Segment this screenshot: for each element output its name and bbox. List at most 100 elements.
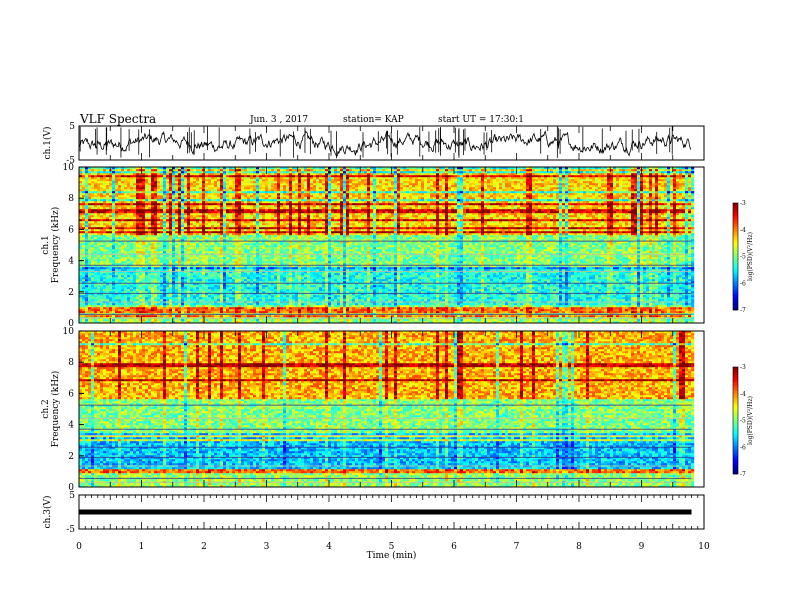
ch1-spectrogram-cell — [100, 255, 103, 257]
ch1-spectrogram-cell — [118, 211, 121, 213]
ch1-spectrogram-cell — [88, 269, 91, 271]
ch1-spectrogram-cell — [109, 303, 112, 305]
ch1-spectrogram-cell — [82, 199, 85, 201]
ch1-spectrogram-cell — [82, 169, 85, 171]
ch1-spectrogram-cell — [115, 185, 118, 187]
ch1-spectrogram-cell — [115, 305, 118, 307]
ch1-spectrogram-cell — [109, 209, 112, 211]
ch1-spectrogram-cell — [94, 297, 97, 299]
ch1-spectrogram-cell — [112, 197, 115, 199]
ch1-spectrogram-cell — [82, 279, 85, 281]
ch1-spectrogram-cell — [85, 223, 88, 225]
ch1-spectrogram-cell — [91, 255, 94, 257]
ch1-spectrogram-cell — [94, 191, 97, 193]
ch1-spectrogram-cell — [118, 219, 121, 221]
ch1-spectrogram-cell — [94, 175, 97, 177]
ch1-spectrogram-cell — [85, 285, 88, 287]
ch1-spectrogram-cell — [82, 287, 85, 289]
ch1-spectrogram-cell — [88, 257, 91, 259]
ch1-spectrogram-cell — [118, 209, 121, 211]
ch1-spectrogram-cell — [85, 221, 88, 223]
ch1-spectrogram-cell — [85, 213, 88, 215]
ch1-spectrogram-cell — [94, 287, 97, 289]
ch1-spectrogram-cell — [94, 189, 97, 191]
ch1-spectrogram-cell — [106, 233, 109, 235]
ch1-spectrogram-cell — [85, 201, 88, 203]
ch1-spectrogram-cell — [97, 207, 100, 209]
ch1-spectrogram-cell — [103, 177, 106, 179]
ch1-spectrogram-cell — [106, 211, 109, 213]
ch1-spectrogram-cell — [103, 287, 106, 289]
ch1-spectrogram-cell — [88, 207, 91, 209]
ch1-spectrogram-cell — [100, 261, 103, 263]
ch1-spectrogram-cell — [100, 275, 103, 277]
ch1-spectrogram-cell — [121, 197, 124, 199]
ch1-spectrogram-cell — [103, 227, 106, 229]
ch1-spectrogram-cell — [121, 229, 124, 231]
ch1-spectrogram-cell — [82, 251, 85, 253]
ch1-spectrogram-cell — [100, 207, 103, 209]
ch1-spectrogram-cell — [97, 197, 100, 199]
ch1-spectrogram-cell — [100, 201, 103, 203]
ch1-spectrogram-cell — [88, 279, 91, 281]
ch1-spectrogram-cell — [115, 273, 118, 275]
ch1-spectrogram-cell — [97, 199, 100, 201]
ch1-spectrogram-cell — [115, 199, 118, 201]
ch1-spectrogram-cell — [103, 213, 106, 215]
ch1-spectrogram-cell — [106, 285, 109, 287]
ch1-spectrogram-cell — [85, 305, 88, 307]
ch1-spectrogram-cell — [109, 203, 112, 205]
ch1-spectrogram-cell — [88, 175, 91, 177]
ch1-spectrogram-cell — [118, 171, 121, 173]
ch1-spectrogram-cell — [115, 285, 118, 287]
ch1-spectrogram-cell — [118, 259, 121, 261]
ch1-spectrogram-cell — [109, 223, 112, 225]
ch1-spectrogram-cell — [112, 235, 115, 237]
ch1-spectrogram-cell — [85, 233, 88, 235]
ch1-spectrogram-cell — [115, 319, 118, 321]
ch1-spectrogram-cell — [106, 309, 109, 311]
ch1-spectrogram-cell — [118, 235, 121, 237]
ch1-spectrogram-cell — [112, 217, 115, 219]
ch1-spectrogram-cell — [121, 195, 124, 197]
ch1-spectrogram-cell — [82, 309, 85, 311]
ch1-spectrogram-cell — [94, 169, 97, 171]
ch1-spectrogram-cell — [103, 233, 106, 235]
ch1-spectrogram-cell — [106, 269, 109, 271]
ch1-spectrogram-cell — [115, 177, 118, 179]
ch1-spectrogram-cell — [103, 303, 106, 305]
ch1-spectrogram-cell — [88, 243, 91, 245]
ch1-spectrogram-cell — [103, 255, 106, 257]
ch1-spectrogram-cell — [118, 221, 121, 223]
ch1-spectrogram-cell — [112, 311, 115, 313]
ch1-spectrogram-cell — [103, 169, 106, 171]
ch1-spectrogram-cell — [118, 187, 121, 189]
ch1-spectrogram-cell — [103, 183, 106, 185]
ch1-spectrogram-cell — [85, 187, 88, 189]
ch1-spectrogram-cell — [85, 215, 88, 217]
ch1-spectrogram-cell — [109, 215, 112, 217]
ch1-spectrogram-cell — [97, 231, 100, 233]
ch1-spectrogram-cell — [100, 225, 103, 227]
ch1-spectrogram-cell — [88, 287, 91, 289]
ch1-spectrogram-cell — [121, 173, 124, 175]
ch1-spectrogram-cell — [121, 223, 124, 225]
ch1-spectrogram-cell — [97, 251, 100, 253]
ch1-spectrogram-cell — [115, 223, 118, 225]
ch1-spectrogram-cell — [91, 289, 94, 291]
ch1-spectrogram-cell — [82, 299, 85, 301]
ch1-spectrogram-cell — [118, 231, 121, 233]
ch1-spectrogram-cell — [115, 197, 118, 199]
ch1-spectrogram-cell — [94, 209, 97, 211]
ch1-spectrogram-cell — [88, 225, 91, 227]
ch1-spectrogram-cell — [85, 225, 88, 227]
ch1-spectrogram-cell — [88, 185, 91, 187]
ch1-spectrogram-cell — [88, 267, 91, 269]
ch1-spectrogram-cell — [121, 315, 124, 317]
ch1-spectrogram-cell — [109, 295, 112, 297]
ch1-spectrogram-cell — [94, 311, 97, 313]
ch1-spectrogram-cell — [106, 175, 109, 177]
ch1-spectrogram-cell — [88, 203, 91, 205]
ch1-spectrogram-cell — [85, 259, 88, 261]
ch1-spectrogram-cell — [109, 191, 112, 193]
